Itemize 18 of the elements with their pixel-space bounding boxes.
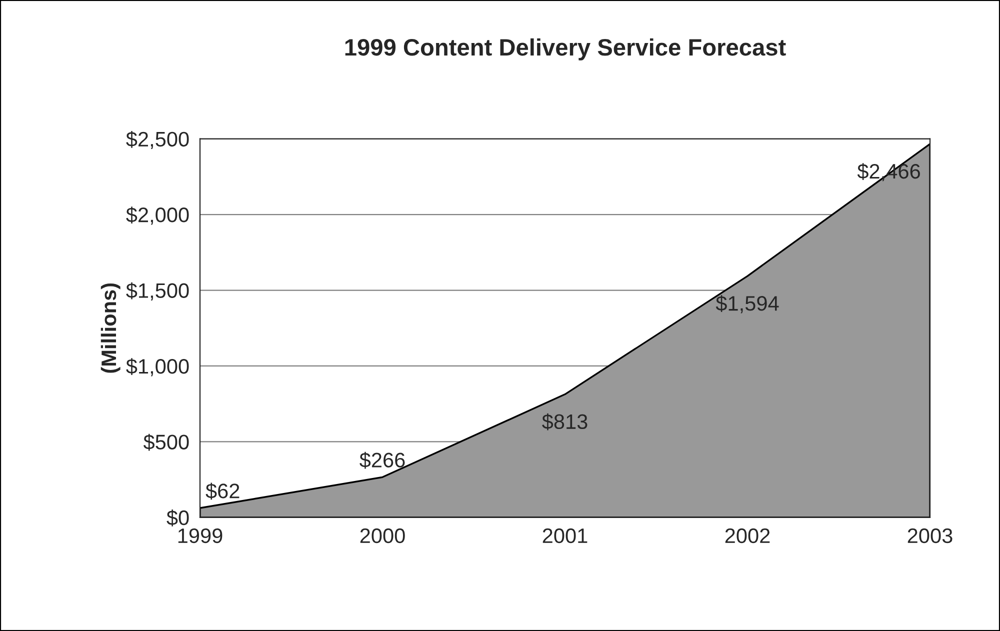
x-tick-label: 2003	[908, 528, 952, 544]
data-label: $266	[360, 452, 405, 469]
x-tick-label: 2000	[360, 528, 405, 544]
data-label: $1,594	[716, 295, 779, 314]
y-tick-label: $2,500	[126, 130, 189, 150]
y-tick-label: $2,000	[126, 206, 189, 225]
data-label: $813	[542, 413, 588, 430]
y-tick-label: $0	[166, 510, 189, 526]
y-axis-title: (Millions)	[100, 283, 120, 373]
chart-title: 1999 Content Delivery Service Forecast	[345, 38, 786, 60]
data-label: $2,466	[857, 163, 920, 182]
x-tick-label: 1999	[178, 528, 222, 544]
y-tick-label: $1,500	[126, 282, 189, 300]
x-tick-label: 2002	[725, 528, 770, 544]
y-tick-label: $1,000	[126, 358, 189, 376]
data-label: $62	[206, 482, 240, 500]
y-tick-label: $500	[143, 434, 189, 451]
x-tick-label: 2001	[542, 528, 588, 544]
